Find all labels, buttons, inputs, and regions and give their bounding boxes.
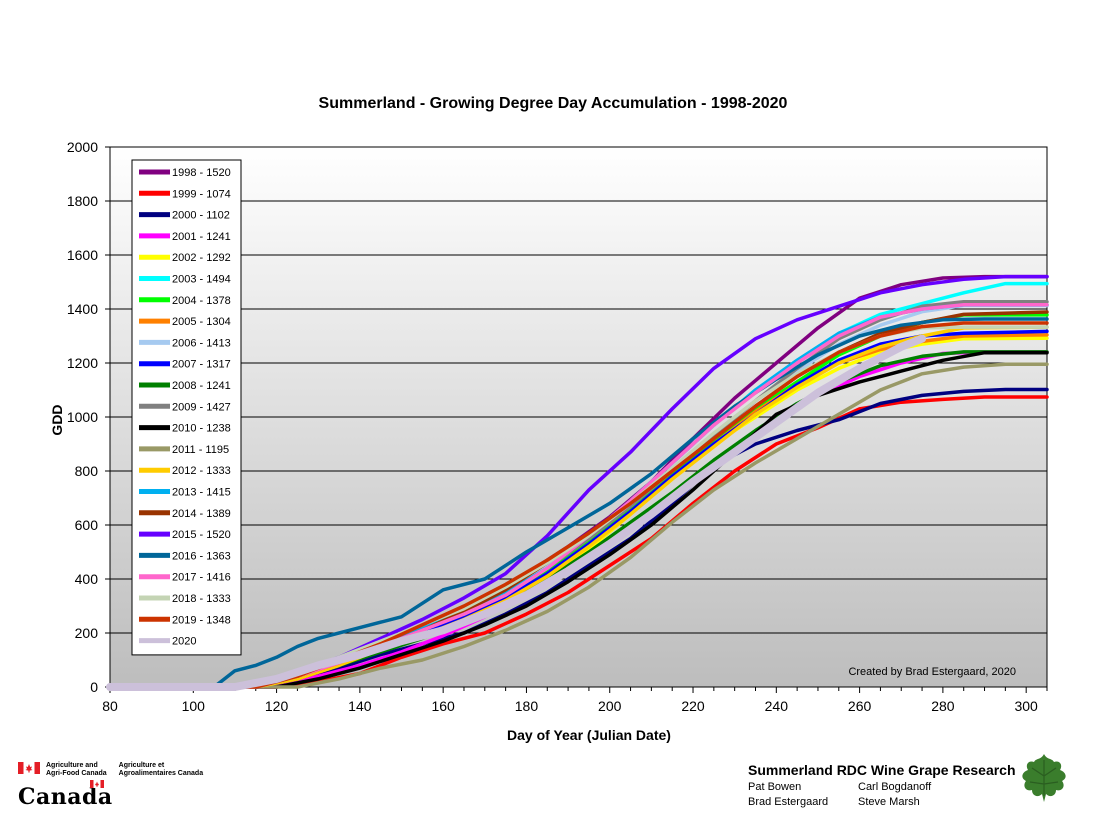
canada-wordmark: Canada [18, 784, 113, 810]
legend-entry: 2009 - 1427 [172, 401, 231, 413]
aafc-signature: Agriculture and Agri-Food Canada Agricul… [18, 762, 203, 810]
x-axis-label: Day of Year (Julian Date) [507, 727, 671, 743]
legend-entry: 1999 - 1074 [172, 188, 231, 200]
y-tick-label: 600 [75, 517, 99, 533]
series-lines [106, 274, 1049, 691]
agency-en-line-2: Agri-Food Canada [46, 770, 107, 777]
legend-entry: 2013 - 1415 [172, 487, 231, 499]
x-tick-label: 300 [1014, 698, 1038, 714]
series-line-2012 [108, 325, 1049, 689]
team-member: Brad Estergaard [748, 796, 829, 808]
y-tick-label: 800 [75, 463, 99, 479]
legend-entry: 2010 - 1238 [172, 423, 231, 435]
canada-flag-icon [18, 762, 40, 774]
agency-fr-line-1: Agriculture et [118, 762, 165, 769]
legend-entry: 2018 - 1333 [172, 593, 231, 605]
series-line-2016 [108, 317, 1049, 689]
legend-entry: 1998 - 1520 [172, 167, 231, 179]
legend-entry: 2012 - 1333 [172, 465, 231, 477]
x-tick-label: 200 [598, 698, 622, 714]
y-tick-label: 0 [90, 679, 98, 695]
legend-entry: 2019 - 1348 [172, 614, 231, 626]
legend-entry: 2008 - 1241 [172, 380, 231, 392]
x-tick-label: 260 [848, 698, 872, 714]
x-tick-label: 140 [348, 698, 372, 714]
grape-leaf-icon [1022, 754, 1066, 802]
agency-en-line-1: Agriculture and [46, 762, 98, 769]
legend: 1998 - 1520 1999 - 1074 2000 - 1102 2001 - … [131, 159, 242, 656]
legend-entry: 2000 - 1102 [172, 210, 230, 222]
series-line-2011 [108, 362, 1049, 689]
legend-entry: 2014 - 1389 [172, 508, 231, 520]
y-tick-label: 2000 [67, 139, 98, 155]
agency-fr-line-2: Agroalimentaires Canada [118, 770, 204, 777]
x-tick-label: 220 [681, 698, 705, 714]
wordmark-flag-icon [90, 780, 104, 788]
research-credit-block: Summerland RDC Wine Grape Research Pat B… [748, 762, 1016, 810]
legend-entry: 2016 - 1363 [172, 550, 231, 562]
legend-entry: 2006 - 1413 [172, 337, 231, 349]
x-tick-label: 280 [931, 698, 955, 714]
x-tick-label: 120 [265, 698, 289, 714]
team-member: Pat Bowen [748, 781, 802, 793]
y-axis-label: GDD [49, 404, 65, 435]
legend-entry: 2007 - 1317 [172, 359, 231, 371]
x-tick-label: 180 [515, 698, 539, 714]
legend-entry: 2003 - 1494 [172, 274, 231, 286]
y-tick-label: 200 [75, 625, 99, 641]
legend-entry: 2015 - 1520 [172, 529, 231, 541]
x-axis-ticks: 80 100 120 140 160 180 200 220 240 260 280 300 [102, 687, 1048, 714]
series-line-2010 [108, 350, 1049, 689]
y-tick-label: 1400 [67, 301, 98, 317]
x-tick-label: 240 [765, 698, 789, 714]
team-member: Steve Marsh [858, 796, 920, 808]
legend-entry: 2017 - 1416 [172, 572, 231, 584]
credit-annotation: Created by Brad Estergaard, 2020 [848, 666, 1016, 678]
agency-name-fr: Agriculture et Agroalimentaires Canada [119, 762, 203, 778]
x-tick-label: 100 [182, 698, 206, 714]
x-tick-label: 160 [431, 698, 455, 714]
y-tick-label: 1600 [67, 247, 98, 263]
y-tick-label: 1800 [67, 193, 98, 209]
legend-entry: 2004 - 1378 [172, 295, 231, 307]
research-title: Summerland RDC Wine Grape Research [748, 762, 1016, 778]
series-line-2020 [106, 334, 927, 691]
legend-entry: 2011 - 1195 [172, 444, 229, 456]
agency-name-en: Agriculture and Agri-Food Canada [46, 762, 107, 778]
legend-entry: 2005 - 1304 [172, 316, 231, 328]
y-axis-ticks: 0 200 400 600 800 1000 1200 1400 1600 1800 2000 [67, 139, 110, 695]
y-tick-label: 400 [75, 571, 99, 587]
y-tick-label: 1000 [67, 409, 98, 425]
legend-entry: 2002 - 1292 [172, 252, 231, 264]
x-tick-label: 80 [102, 698, 118, 714]
y-tick-label: 1200 [67, 355, 98, 371]
legend-entry: 2001 - 1241 [172, 231, 231, 243]
legend-entry: 2020 [172, 636, 196, 648]
research-team: Pat Bowen Carl Bogdanoff Brad Estergaard… [748, 780, 1016, 810]
chart-title: Summerland - Growing Degree Day Accumula… [319, 95, 788, 112]
team-member: Carl Bogdanoff [858, 781, 932, 793]
